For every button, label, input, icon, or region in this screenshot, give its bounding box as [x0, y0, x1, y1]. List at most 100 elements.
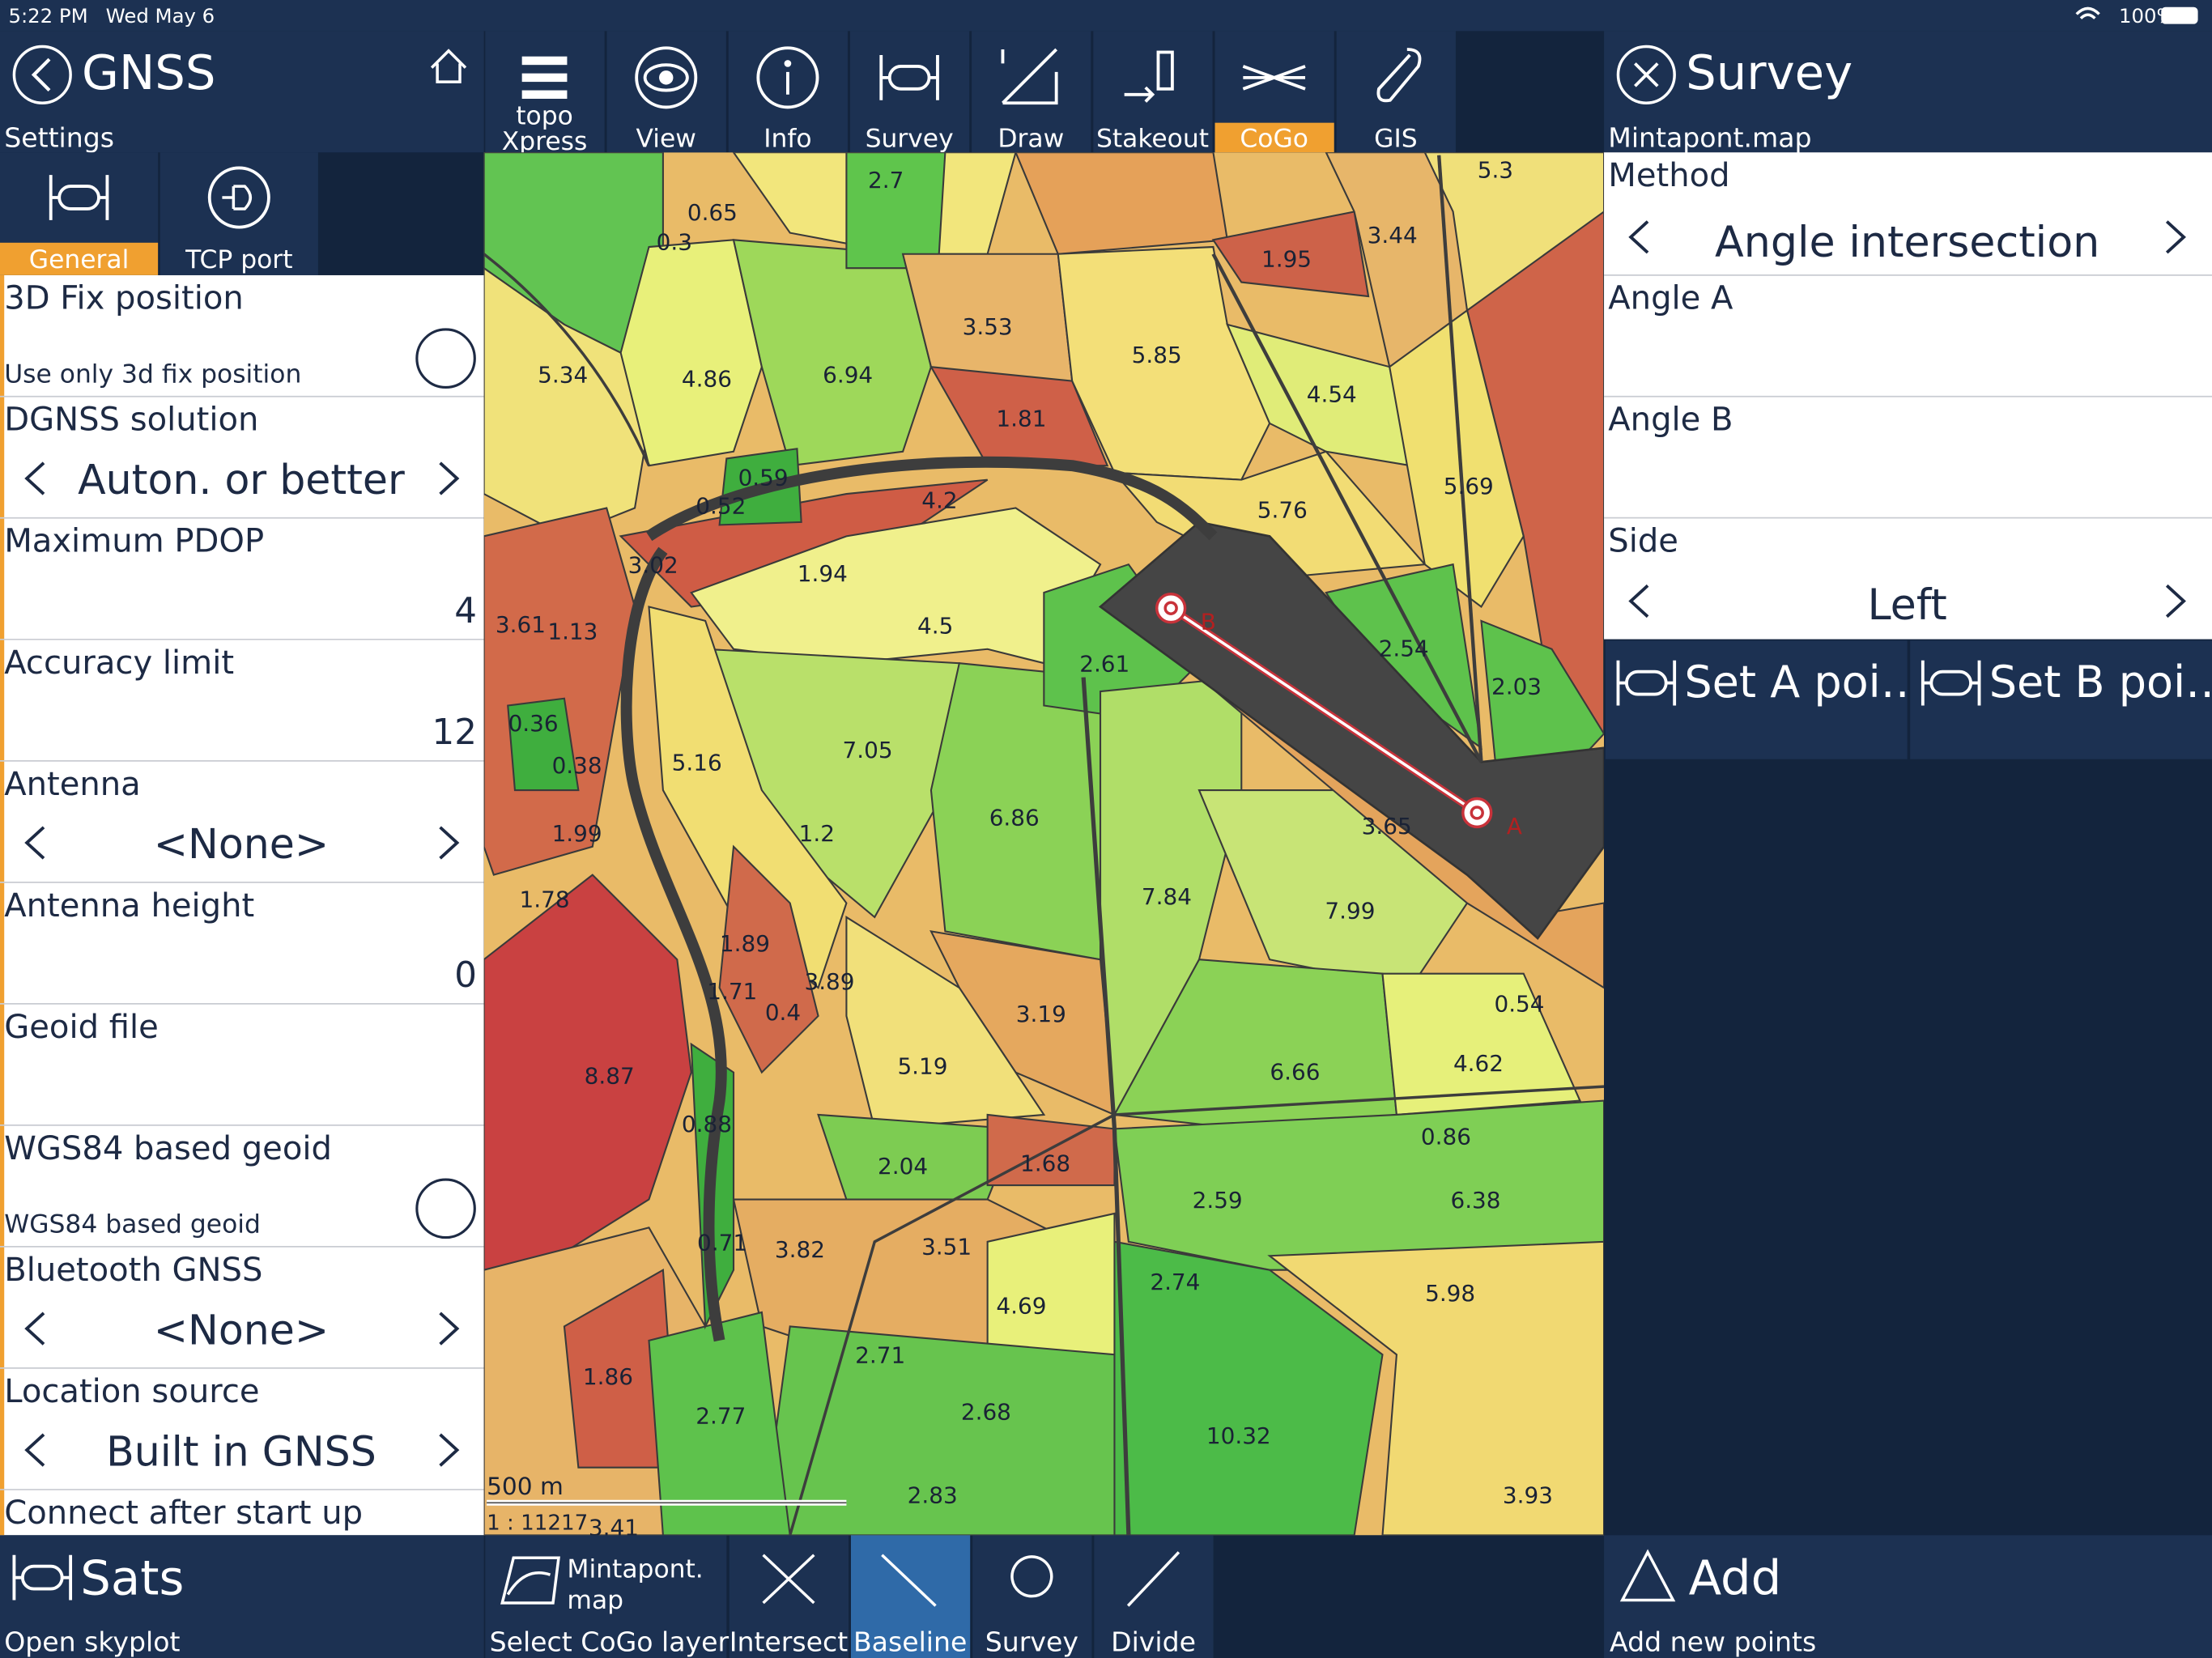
icon: [222, 185, 252, 210]
parcel-label: 1.71: [707, 978, 757, 1005]
arrow-left[interactable]: [1628, 584, 1649, 619]
parcel-label: 1.13: [547, 619, 598, 645]
arrow-right[interactable]: [439, 1433, 460, 1467]
parcel-label: 5.19: [897, 1052, 947, 1079]
setting-row: Accuracy limit 12: [0, 644, 484, 762]
bottom-tool[interactable]: Baseline: [850, 1535, 971, 1658]
parcel-label: 6.94: [823, 361, 873, 388]
setting-row: 3D Fix position Use only 3d fix position: [0, 280, 484, 397]
bottom-right: [1604, 1535, 2212, 1658]
toolbar-active: [1214, 122, 1334, 153]
road: [789, 1085, 1605, 1536]
button-bg: [1605, 640, 1908, 759]
toolbar-button[interactable]: Survey: [849, 31, 970, 153]
parcel-label: 0.88: [682, 1111, 732, 1137]
toolbar-button[interactable]: GIS: [1336, 31, 1456, 153]
back-button[interactable]: [12, 45, 72, 104]
toggle[interactable]: [415, 1178, 476, 1239]
bottom-left: [0, 1535, 484, 1658]
layer-caption: Select CoGo layer: [490, 1626, 730, 1657]
layer-name: Mintapont.: [567, 1555, 703, 1584]
setting-choice: <None>: [154, 1306, 329, 1354]
battery-icon: [2161, 6, 2198, 24]
field-label: Angle B: [1608, 402, 1733, 439]
arrow-right[interactable]: [439, 461, 460, 495]
icon: [659, 70, 674, 85]
home-button[interactable]: [430, 49, 467, 83]
bottom-tool[interactable]: Divide: [1094, 1535, 1214, 1658]
arrow-left[interactable]: [24, 1433, 45, 1467]
header-title: GNSS: [82, 45, 215, 100]
arrow-left[interactable]: [24, 1312, 45, 1346]
road: [483, 253, 651, 466]
parcel: [1389, 308, 1525, 609]
toolbar-label: GIS: [1374, 124, 1417, 153]
parcel-label: 0.3: [657, 229, 692, 256]
arrow-right[interactable]: [439, 1312, 460, 1346]
add-icon: [1619, 1549, 1676, 1602]
map[interactable]: 2.7 0.65 0.3 5.3 3.44 1.95 3.53 5.85 5.34 4.86 6.9…: [483, 152, 1605, 1541]
arrow-left[interactable]: [24, 461, 45, 495]
parcel-label: 4.5: [917, 613, 953, 640]
bottom-tool[interactable]: Intersect: [730, 1535, 849, 1658]
layer-name: map: [567, 1586, 623, 1615]
parcel: [1211, 210, 1370, 298]
toolbar-button[interactable]: Stakeout: [1093, 31, 1213, 153]
parcel-label: 4.86: [682, 366, 732, 393]
arrow-left[interactable]: [1628, 220, 1649, 254]
setting-label: Geoid file: [4, 1009, 159, 1046]
parcel-label: 1.68: [1020, 1150, 1070, 1177]
toolbar-button[interactable]: Draw: [972, 31, 1091, 153]
toolbar-label: Survey: [866, 124, 954, 153]
cogo-button[interactable]: Set B poi…: [1910, 640, 2212, 759]
setting-row: Connect after start up: [4, 1494, 363, 1532]
setting-row: WGS84 based geoid WGS84 based geoid: [0, 1130, 484, 1248]
close-button[interactable]: [1616, 45, 1676, 104]
field-label: Side: [1608, 522, 1678, 559]
icon: [1156, 50, 1174, 91]
layer-button[interactable]: Mintapont.map Select CoGo layer: [485, 1535, 729, 1658]
bottom-tool[interactable]: Survey: [972, 1535, 1092, 1658]
arrow-left[interactable]: [24, 826, 45, 860]
header-subtitle: Settings: [4, 121, 114, 153]
parcel-label: 0.36: [508, 710, 559, 737]
toggle[interactable]: [415, 328, 476, 389]
bottom-subtitle: Open skyplot: [4, 1626, 180, 1657]
parcel: [929, 929, 1116, 1116]
icon: [1010, 1555, 1053, 1598]
parcel-label: 4.54: [1307, 381, 1357, 408]
toolbar-label: CoGo: [1240, 124, 1308, 153]
icon: [500, 1556, 560, 1605]
icon: [1242, 65, 1306, 91]
setting-label: Location source: [4, 1373, 259, 1410]
arrow-right[interactable]: [439, 826, 460, 860]
toolbar-cell: [972, 31, 1091, 153]
parcel-label: 3.44: [1368, 222, 1418, 249]
parcel-label: 6.38: [1450, 1187, 1500, 1214]
map-point[interactable]: A: [1461, 797, 1522, 840]
parcel-label: 1.94: [798, 560, 848, 587]
header-subtitle: Mintapont.map: [1608, 121, 1811, 153]
field-label: Angle A: [1608, 280, 1733, 317]
parcel: [929, 365, 1109, 467]
toolbar-button[interactable]: Info: [728, 31, 848, 153]
header-left: [0, 31, 484, 153]
toolbar-button[interactable]: CoGo: [1214, 31, 1334, 153]
parcel-label: 0.86: [1421, 1124, 1471, 1150]
parcel-label: 4.2: [921, 487, 957, 513]
toolbar-button[interactable]: View: [606, 31, 726, 153]
tab[interactable]: TCP port: [160, 152, 318, 275]
parcel-label: 8.87: [585, 1063, 635, 1090]
parcel-label: 5.16: [672, 750, 722, 776]
bottom-tool-label: Survey: [985, 1626, 1078, 1657]
arrow-right[interactable]: [2165, 220, 2186, 254]
button-bg: [1910, 640, 2212, 759]
arrow-right[interactable]: [2165, 584, 2186, 619]
parcel-label: 0.54: [1494, 991, 1544, 1018]
cogo-button[interactable]: Set A poi…: [1605, 640, 1925, 759]
setting-row: Location source Built in GNSS: [0, 1373, 484, 1490]
map-point[interactable]: B: [1155, 593, 1216, 636]
tab[interactable]: General: [0, 152, 159, 275]
